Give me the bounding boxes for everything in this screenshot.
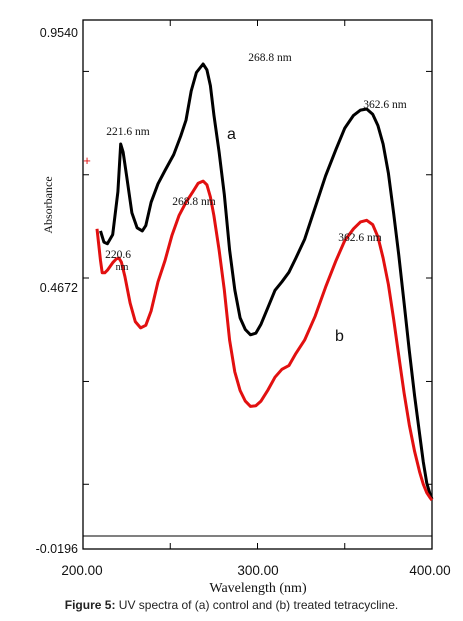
x-tick-label-200: 200.00 <box>61 563 102 578</box>
series-label-a: a <box>227 126 236 143</box>
series-label-b: b <box>335 328 344 345</box>
axis-ticks <box>82 19 433 549</box>
annotation-b-220: 220.6 <box>105 249 131 261</box>
annotation-b-220-unit: nm <box>116 262 129 273</box>
y-tick-label-top: 0.9540 <box>40 26 78 40</box>
y-tick-label-mid: 0.4672 <box>40 281 78 295</box>
series-line-b <box>95 179 434 502</box>
uv-spectra-chart: 0.9540 0.4672 -0.0196 200.00 300.00 400.… <box>36 19 451 596</box>
annotation-b-268: 268.8 nm <box>172 196 216 208</box>
cursor-marker: + <box>83 153 91 168</box>
x-axis-label: Wavelength (nm) <box>209 581 307 596</box>
annotation-a-268: 268.8 nm <box>248 52 292 64</box>
y-tick-label-bottom: -0.0196 <box>36 542 78 556</box>
series-line-a <box>99 62 434 500</box>
caption-text: UV spectra of (a) control and (b) treate… <box>115 598 399 612</box>
x-tick-label-400: 400.00 <box>409 563 450 578</box>
figure-caption: Figure 5: UV spectra of (a) control and … <box>0 598 463 612</box>
x-tick-label-300: 300.00 <box>237 563 278 578</box>
y-axis-label: Absorbance <box>41 176 55 233</box>
annotation-a-221: 221.6 nm <box>106 126 150 138</box>
caption-label: Figure 5: <box>64 598 116 612</box>
annotation-a-362: 362.6 nm <box>363 99 407 111</box>
annotation-b-362: 362.6 nm <box>338 232 382 244</box>
